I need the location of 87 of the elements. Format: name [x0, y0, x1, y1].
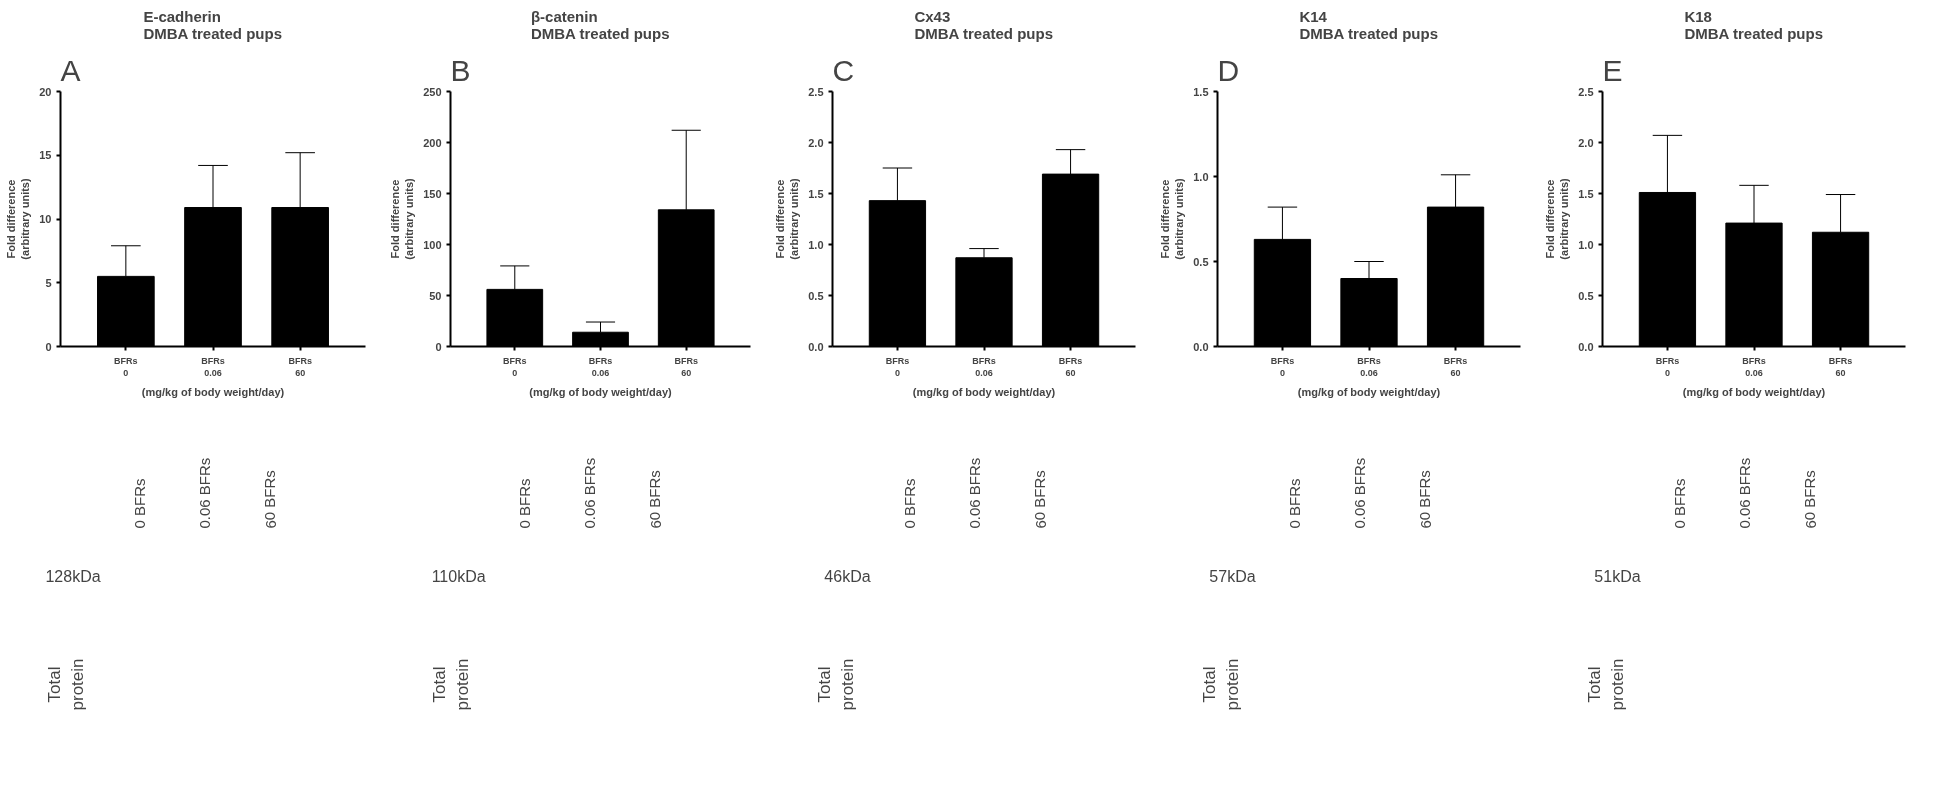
x-tick-label: BFRs 0	[503, 355, 527, 378]
text: 57kDa	[1209, 568, 1256, 585]
y-tick-label: 1.0	[808, 238, 824, 251]
x-tick-label: BFRs 0	[114, 355, 138, 378]
x-tick-label: BFRs 0	[885, 355, 910, 378]
y-tick-label: 0.5	[1578, 289, 1594, 302]
text: Total protein	[1200, 658, 1242, 711]
text: B	[450, 53, 471, 87]
text: 46kDa	[824, 568, 871, 585]
y-tick-label: 2.0	[808, 136, 824, 149]
y-tick-label: 250	[423, 85, 442, 98]
y-tick-label: 0	[435, 340, 442, 353]
text: 0 BFRs	[1670, 478, 1688, 529]
y-tick-label: 5	[45, 276, 52, 289]
text: 60 BFRs	[646, 470, 664, 529]
y-tick-label: 1.5	[808, 187, 824, 200]
text: C	[832, 53, 855, 87]
text: 0 BFRs	[1285, 478, 1303, 529]
text: 0.06 BFRs	[1351, 457, 1369, 529]
chart-title: E-cadherin DMBA treated pups	[143, 7, 283, 42]
x-tick-label: BFRs 60	[674, 355, 698, 378]
y-axis-title: Fold difference (arbitrary units)	[1158, 178, 1186, 260]
text: 60 BFRs	[1031, 470, 1049, 529]
x-tick-label: BFRs 0.06	[972, 355, 996, 378]
text: 60 BFRs	[261, 470, 279, 529]
x-axis-title: (mg/kg of body weight/day)	[912, 385, 1056, 398]
y-tick-label: 10	[39, 213, 52, 225]
y-tick-label: 0	[45, 340, 52, 353]
text: 0.06 BFRs	[1736, 457, 1754, 529]
x-tick-label: BFRs 0.06	[588, 355, 613, 378]
text: 0.06 BFRs	[196, 457, 214, 529]
text: 51kDa	[1594, 568, 1641, 585]
y-axis-title: Fold difference (arbitrary units)	[4, 178, 32, 260]
x-tick-label: BFRs 60	[1443, 355, 1468, 378]
text: A	[60, 53, 81, 87]
y-tick-label: 1.0	[1193, 170, 1209, 183]
x-tick-label: BFRs 0	[1655, 355, 1680, 378]
y-tick-label: 20	[39, 85, 52, 98]
text: 0 BFRs	[515, 478, 533, 529]
x-axis-title: (mg/kg of body weight/day)	[141, 385, 285, 398]
x-axis-title: (mg/kg of body weight/day)	[1682, 385, 1826, 398]
text: D	[1217, 53, 1240, 87]
y-axis-title: Fold difference (arbitrary units)	[1543, 178, 1571, 260]
y-tick-label: 50	[429, 289, 442, 302]
x-tick-label: BFRs 60	[1058, 355, 1083, 378]
text: Total protein	[1585, 658, 1627, 711]
y-tick-label: 1.5	[1193, 85, 1209, 98]
chart-title: K18 DMBA treated pups	[1684, 7, 1824, 42]
y-tick-label: 2.5	[1578, 85, 1594, 98]
y-axis-title: Fold difference (arbitrary units)	[773, 178, 801, 260]
x-tick-label: BFRs 0.06	[201, 355, 225, 378]
text: 110kDa	[431, 568, 486, 585]
y-tick-label: 0.5	[1193, 255, 1209, 268]
y-tick-label: 15	[39, 149, 52, 162]
y-tick-label: 0.5	[808, 289, 824, 302]
x-tick-label: BFRs 60	[1828, 355, 1853, 378]
x-tick-label: BFRs 0	[1270, 355, 1295, 378]
text: 0 BFRs	[900, 478, 918, 529]
y-tick-label: 100	[423, 238, 442, 251]
text: 0 BFRs	[130, 478, 148, 529]
y-tick-label: 1.5	[1578, 187, 1594, 200]
text: 128kDa	[45, 568, 101, 585]
text: 60 BFRs	[1801, 470, 1819, 529]
x-axis-title: (mg/kg of body weight/day)	[1297, 385, 1441, 398]
y-axis-title: Fold difference (arbitrary units)	[388, 178, 416, 260]
x-tick-label: BFRs 0.06	[1742, 355, 1766, 378]
x-tick-label: BFRs 60	[288, 355, 312, 378]
y-tick-label: 0.0	[1578, 340, 1594, 353]
text: E	[1602, 53, 1623, 87]
y-tick-label: 0.0	[808, 340, 824, 353]
text: 0.06 BFRs	[966, 457, 984, 529]
x-axis-title: (mg/kg of body weight/day)	[529, 385, 673, 398]
y-tick-label: 150	[423, 187, 442, 200]
text: Total protein	[430, 658, 472, 711]
text: Total protein	[815, 658, 857, 711]
y-tick-label: 0.0	[1193, 340, 1209, 353]
text: 0.06 BFRs	[581, 457, 599, 529]
y-tick-label: 1.0	[1578, 238, 1594, 251]
text: 60 BFRs	[1416, 470, 1434, 529]
chart-title: β-catenin DMBA treated pups	[530, 7, 670, 42]
y-tick-label: 200	[423, 136, 442, 149]
chart-title: K14 DMBA treated pups	[1299, 7, 1439, 42]
text: Total protein	[45, 658, 87, 711]
y-tick-label: 2.5	[808, 85, 824, 98]
y-tick-label: 2.0	[1578, 136, 1594, 149]
x-tick-label: BFRs 0.06	[1357, 355, 1381, 378]
chart-title: Cx43 DMBA treated pups	[914, 7, 1054, 42]
